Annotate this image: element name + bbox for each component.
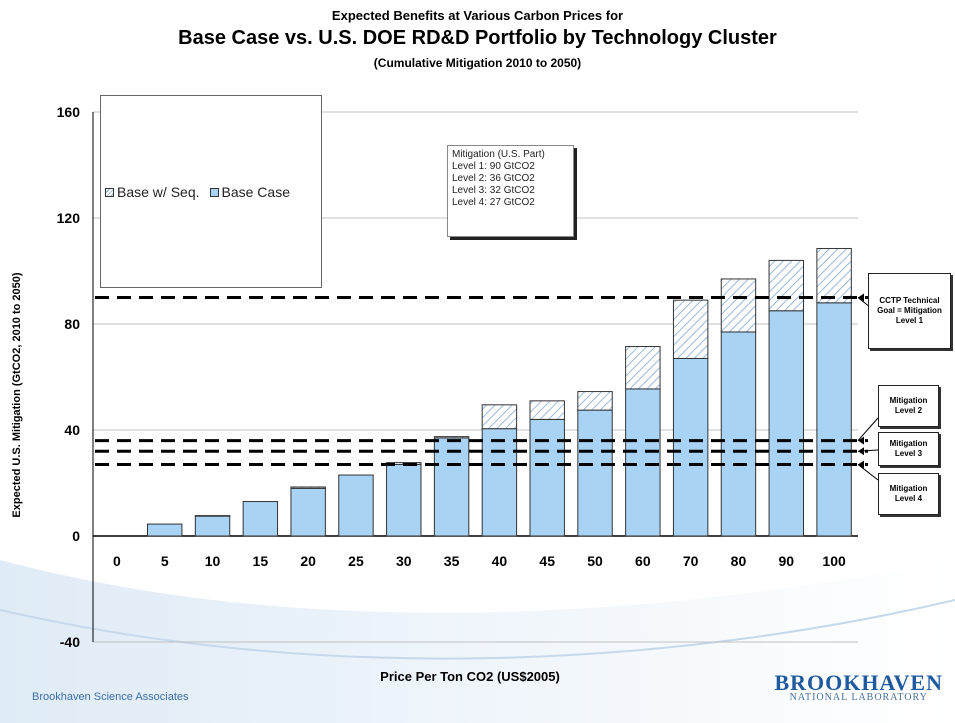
bar-base-w-seq — [194, 515, 231, 517]
callout-mitigation-level-2: Mitigation Level 2 — [878, 385, 939, 427]
bar-base-w-seq — [768, 259, 804, 312]
chart-title-line-3: (Cumulative Mitigation 2010 to 2050) — [373, 56, 582, 70]
brookhaven-logo: BROOKHAVEN NATIONAL LABORATORY — [774, 670, 943, 703]
x-tick-label: 5 — [161, 553, 169, 569]
x-tick-label: 70 — [683, 553, 699, 569]
mitigation-box-title: Mitigation (U.S. Part) — [452, 149, 545, 160]
chart-title-line-1: Expected Benefits at Various Carbon Pric… — [331, 8, 624, 23]
x-tick-label: 50 — [587, 553, 603, 569]
bar-base-case — [338, 474, 374, 537]
y-tick-label: 40 — [64, 422, 80, 438]
y-tick-label: 80 — [64, 316, 80, 332]
mitigation-level-1: Level 1: 90 GtCO2 — [452, 161, 535, 172]
bar-base-case — [768, 310, 804, 537]
bar-base-w-seq — [625, 346, 661, 390]
x-tick-label: 90 — [778, 553, 794, 569]
x-tick-label: 30 — [396, 553, 412, 569]
bar-base-w-seq — [290, 486, 326, 489]
bar-base-case — [529, 418, 565, 537]
y-tick-label: 0 — [72, 528, 80, 544]
footer-organization: Brookhaven Science Associates — [32, 691, 189, 703]
mitigation-level-4: Level 4: 27 GtCO2 — [452, 197, 535, 208]
x-tick-label: 100 — [822, 553, 846, 569]
bar-base-case — [242, 501, 279, 537]
x-tick-label: 0 — [113, 553, 121, 569]
y-tick-label: 120 — [57, 210, 81, 226]
x-tick-label: 80 — [731, 553, 747, 569]
legend-label-base: Base Case — [221, 184, 290, 200]
bar-base-w-seq — [816, 247, 852, 304]
bar-base-w-seq — [720, 278, 757, 333]
legend-row: Base w/ Seq. Base Case — [105, 184, 290, 200]
mitigation-level-2: Level 2: 36 GtCO2 — [452, 173, 535, 184]
bar-base-case — [290, 487, 326, 537]
bar-base-w-seq — [529, 400, 565, 420]
legend-label-seq: Base w/ Seq. — [117, 184, 200, 200]
x-tick-label: 40 — [492, 553, 508, 569]
bar-base-w-seq — [577, 391, 613, 411]
mitigation-info-box: Mitigation (U.S. Part) Level 1: 90 GtCO2… — [447, 145, 574, 237]
callout-mitigation-level-4: Mitigation Level 4 — [878, 473, 939, 515]
legend-swatch-base — [209, 187, 219, 197]
bar-base-case — [147, 523, 183, 537]
callout-arrow — [857, 297, 869, 306]
callout-arrowhead — [858, 460, 864, 469]
bar-base-case — [194, 515, 231, 537]
chart-title-line-2: Base Case vs. U.S. DOE RD&D Portfolio by… — [178, 27, 777, 49]
y-tick-label: -40 — [60, 634, 80, 650]
bar-base-w-seq — [481, 404, 518, 430]
bar-base-w-seq — [433, 436, 470, 439]
x-tick-label: 60 — [635, 553, 651, 569]
legend: Base w/ Seq. Base Case — [100, 95, 322, 288]
callout-arrowhead — [858, 436, 864, 445]
bar-base-case — [577, 409, 613, 537]
callout-arrowhead — [858, 447, 864, 456]
x-tick-label: 35 — [444, 553, 460, 569]
bar-base-case — [672, 357, 709, 537]
callout-cctp-goal: CCTP Technical Goal = Mitigation Level 1 — [868, 273, 951, 349]
mitigation-level-3: Level 3: 32 GtCO2 — [452, 185, 535, 196]
x-axis-title: Price Per Ton CO2 (US$2005) — [380, 669, 560, 684]
bar-base-case — [481, 428, 518, 537]
x-tick-label: 10 — [205, 553, 221, 569]
bar-base-case — [386, 463, 422, 537]
callout-mitigation-level-3: Mitigation Level 3 — [878, 432, 939, 466]
x-tick-label: 25 — [348, 553, 364, 569]
x-tick-label: 45 — [539, 553, 555, 569]
x-tick-label: 15 — [253, 553, 269, 569]
logo-wordmark: BROOKHAVEN — [774, 670, 943, 695]
x-tick-label: 20 — [300, 553, 316, 569]
y-tick-label: 160 — [57, 104, 81, 120]
bar-base-case — [816, 302, 852, 537]
logo-subtitle: NATIONAL LABORATORY — [789, 692, 928, 703]
callout-arrow — [857, 464, 879, 481]
bar-base-case — [433, 437, 470, 537]
callout-arrow — [857, 417, 879, 441]
bar-base-case — [720, 331, 757, 537]
legend-swatch-seq — [105, 187, 114, 197]
bar-base-w-seq — [672, 299, 709, 359]
y-axis-title: Expected U.S. Mitigation (GtCO2, 2010 to… — [11, 272, 23, 517]
bar-base-case — [625, 388, 661, 537]
callout-arrowhead — [858, 293, 864, 302]
